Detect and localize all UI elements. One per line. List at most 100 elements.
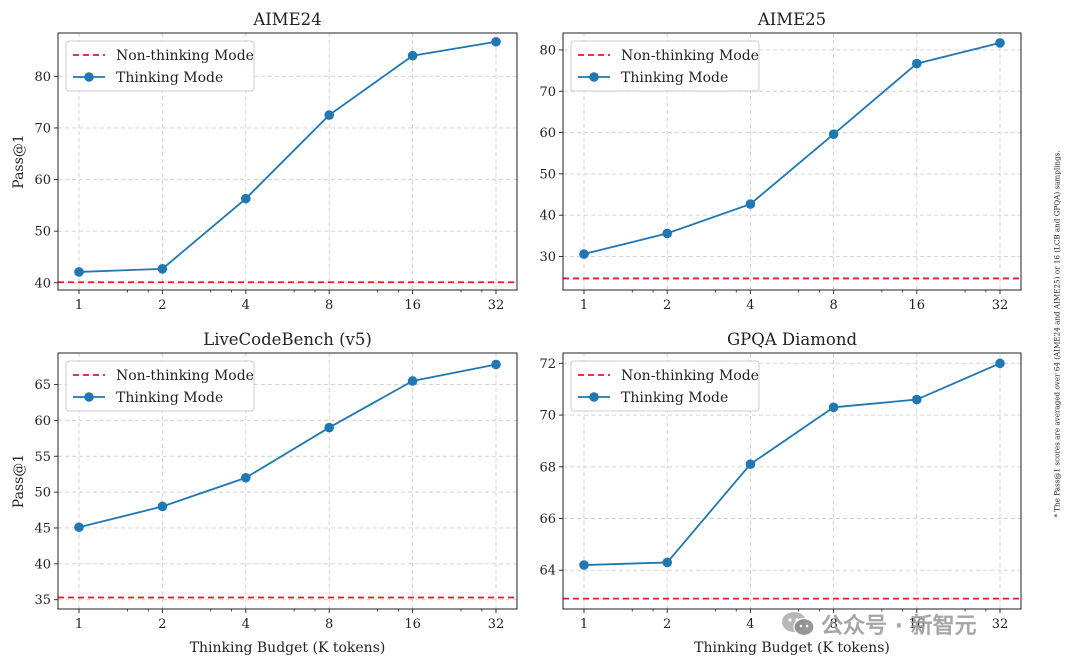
data-point-thinking [74,522,84,533]
y-tick-label: 80 [34,70,51,85]
legend-label-non-thinking: Non-thinking Mode [116,48,254,64]
y-tick-label: 50 [539,167,556,182]
chart-panel-1: 40 50 60 70 80 1 2 4 8 16 32 AIME24 Pass@1 Non-thinki… [11,10,518,313]
series-line-thinking [78,40,497,273]
chart-title: AIME25 [757,10,826,29]
series-line-thinking [583,362,1001,566]
y-tick-label: 50 [34,225,51,240]
data-point-thinking [491,359,501,370]
x-axis-label: Thinking Budget (K tokens) [694,640,890,656]
legend-marker-thinking [589,72,599,82]
data-point-thinking [912,58,922,69]
data-point-thinking [662,228,672,239]
y-tick-label: 65 [34,378,51,393]
series-line-thinking [78,363,497,529]
data-point-thinking [828,402,839,413]
x-tick-label: 4 [746,617,754,632]
y-tick-label: 70 [34,121,51,136]
x-tick-label: 8 [325,617,333,632]
legend-label-thinking: Thinking Mode [621,390,728,406]
plot-frame [562,352,1022,610]
x-tick-label: 2 [663,298,671,313]
y-tick-label: 66 [539,512,556,527]
y-tick-label: 68 [539,460,556,475]
data-point-thinking [745,459,756,469]
y-tick-label: 60 [34,173,51,188]
data-point-thinking [745,199,756,209]
y-tick-label: 55 [34,450,51,465]
chart-panel-4: 64 66 68 70 72 1 2 4 8 16 32 GPQA Diamond Thinking B… [539,330,1022,656]
data-point-thinking [241,472,251,483]
x-tick-label: 16 [909,617,926,632]
chart-title: LiveCodeBench (v5) [203,330,372,349]
data-point-thinking [912,394,922,405]
data-point-thinking [324,110,335,120]
chart-panel-3: 35 40 45 50 55 60 65 1 2 4 8 16 32 LiveCodeBench (v5)… [11,330,518,656]
x-tick-label: 1 [75,298,83,313]
y-tick-label: 80 [539,43,556,58]
chart-panel-2: 30 40 50 60 70 80 1 2 4 8 16 32 AIME25 Non-thinking M… [539,10,1022,313]
x-axis-label: Thinking Budget (K tokens) [190,640,386,656]
data-point-thinking [157,501,168,512]
y-tick-label: 70 [539,409,556,424]
x-tick-label: 2 [158,298,166,313]
y-tick-label: 35 [34,593,51,608]
data-point-thinking [324,422,335,433]
y-tick-label: 60 [539,126,556,141]
x-tick-label: 8 [829,617,837,632]
y-tick-label: 45 [34,521,51,536]
x-tick-label: 4 [242,617,250,632]
data-point-thinking [74,267,84,277]
data-point-thinking [995,38,1005,48]
legend-marker-thinking [84,392,94,402]
legend-label-non-thinking: Non-thinking Mode [621,368,759,384]
data-point-thinking [407,376,418,386]
y-axis-label: Pass@1 [11,134,27,188]
x-tick-label: 16 [909,298,926,313]
x-tick-label: 32 [992,298,1009,313]
data-point-thinking [407,50,418,61]
x-tick-label: 8 [325,298,333,313]
x-tick-label: 2 [663,617,671,632]
y-tick-label: 50 [34,486,51,501]
y-tick-label: 70 [539,85,556,100]
chart-title: GPQA Diamond [727,330,858,349]
data-point-thinking [662,557,672,568]
x-tick-label: 4 [746,298,754,313]
legend: Non-thinking Mode Thinking Mode [65,360,255,412]
data-point-thinking [995,358,1005,369]
legend-label-non-thinking: Non-thinking Mode [621,48,759,64]
data-point-thinking [579,560,589,570]
wechat-icon [782,612,815,637]
legend: Non-thinking Mode Thinking Mode [570,360,760,412]
x-tick-label: 32 [488,617,505,632]
y-tick-label: 40 [539,209,556,224]
x-tick-label: 32 [488,298,505,313]
legend-box [570,40,760,92]
watermark: 公众号 · 新智元 [781,608,977,640]
data-point-thinking [579,249,589,259]
legend-box [65,360,255,412]
plot-frame [562,32,1022,291]
legend-label-thinking: Thinking Mode [621,70,728,86]
x-tick-label: 8 [829,298,837,313]
x-tick-label: 2 [158,617,166,632]
watermark-text: 公众号 · 新智元 [821,614,977,639]
x-tick-label: 16 [404,298,421,313]
plot-frame [57,32,518,291]
x-tick-label: 1 [580,298,588,313]
legend-label-thinking: Thinking Mode [116,390,223,406]
x-tick-label: 4 [242,298,250,313]
legend-label-non-thinking: Non-thinking Mode [116,368,254,384]
y-tick-label: 72 [539,357,556,372]
footnote: * The Pass@1 scores are averaged over 64… [1052,150,1062,518]
chart-title: AIME24 [252,10,321,29]
series-line-thinking [583,42,1001,255]
legend-label-thinking: Thinking Mode [116,70,223,86]
legend: Non-thinking Mode Thinking Mode [570,40,760,92]
y-tick-label: 40 [34,276,51,291]
data-point-thinking [157,264,168,274]
y-tick-label: 40 [34,557,51,572]
x-tick-label: 1 [580,617,588,632]
